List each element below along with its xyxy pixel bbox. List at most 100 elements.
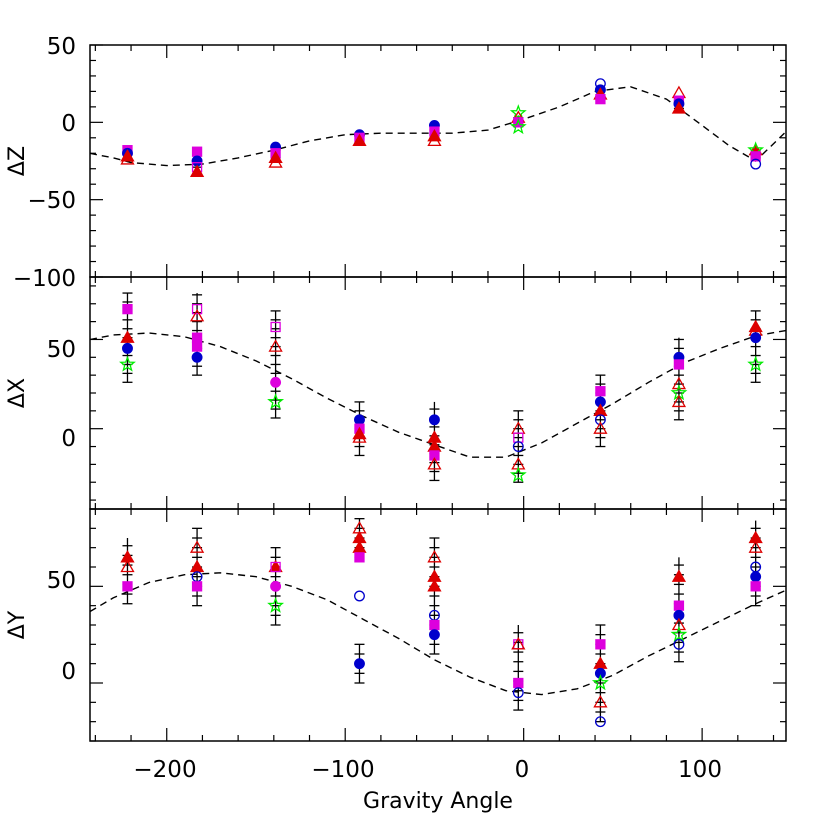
marker-open-triangle — [427, 457, 442, 470]
marker-open-circle — [512, 687, 524, 699]
panel-dx: 50 0 ΔX — [5, 276, 787, 510]
marker-filled-triangle — [593, 656, 608, 669]
marker-filled-square — [595, 386, 606, 397]
marker-open-circle — [673, 638, 685, 650]
marker-open-triangle — [748, 540, 763, 553]
marker-filled-circle — [594, 667, 606, 679]
marker-filled-triangle — [593, 403, 608, 416]
panel-dz: 50 0 −50 −100 ΔZ — [5, 34, 787, 292]
marker-open-triangle — [671, 376, 687, 390]
ytick-label: 0 — [61, 426, 76, 452]
marker-open-star — [267, 393, 285, 410]
marker-open-triangle — [511, 637, 526, 650]
marker-filled-square — [595, 93, 606, 105]
marker-open-square — [270, 321, 281, 333]
marker-filled-square — [191, 581, 203, 592]
panel-dz-ylabel: ΔZ — [5, 146, 30, 176]
ytick-label: 50 — [47, 568, 76, 594]
x-axis-title: Gravity Angle — [363, 789, 513, 814]
marker-open-circle — [512, 441, 524, 452]
marker-filled-triangle — [352, 133, 367, 147]
marker-open-square — [191, 303, 203, 315]
xtick-label: 0 — [515, 757, 530, 783]
marker-open-circle — [594, 414, 606, 426]
marker-filled-square — [513, 677, 524, 689]
panel-dy: 50 0 ΔY — [5, 508, 787, 742]
marker-filled-square — [429, 450, 440, 461]
marker-open-star — [747, 355, 765, 372]
ytick-label: 50 — [47, 34, 76, 60]
marker-open-circle — [354, 590, 365, 602]
panel-dx-error-bars — [122, 292, 761, 483]
panel-dx-ticks — [90, 277, 786, 509]
marker-open-star — [670, 625, 688, 642]
panel-dy-error-bars — [122, 518, 761, 723]
marker-filled-triangle — [352, 540, 367, 553]
marker-filled-circle — [750, 332, 762, 344]
xtick-labels: −200 −100 0 100 — [133, 757, 722, 783]
ytick-label: 50 — [47, 337, 76, 363]
panel-dz-ytick-labels: 50 0 −50 −100 — [13, 34, 76, 292]
panel-dy-points — [120, 521, 763, 728]
marker-open-triangle — [427, 550, 442, 563]
marker-filled-circle — [270, 376, 282, 388]
ytick-label: −100 — [13, 266, 76, 292]
marker-open-star — [119, 355, 136, 372]
marker-filled-square — [513, 117, 524, 128]
marker-filled-triangle — [748, 319, 763, 333]
marker-filled-square — [673, 359, 685, 370]
marker-open-triangle — [671, 394, 687, 408]
marker-filled-square — [354, 552, 365, 563]
marker-open-star — [509, 118, 527, 135]
marker-filled-circle — [750, 571, 762, 583]
marker-open-triangle — [268, 339, 283, 352]
panel-dx-ylabel: ΔX — [5, 378, 30, 408]
marker-filled-triangle — [120, 330, 135, 343]
panel-dy-ylabel: ΔY — [5, 610, 30, 639]
marker-filled-square — [673, 600, 685, 611]
marker-filled-square — [429, 619, 440, 631]
marker-filled-square — [750, 151, 761, 162]
marker-open-triangle — [352, 430, 367, 443]
panel-dz-ticks — [90, 44, 786, 278]
ytick-label: 0 — [61, 659, 76, 685]
marker-open-triangle — [268, 155, 283, 168]
marker-filled-square — [191, 341, 203, 352]
marker-open-triangle — [189, 540, 205, 553]
marker-open-star — [509, 466, 527, 483]
marker-filled-circle — [191, 155, 203, 167]
fit-curve — [89, 329, 787, 458]
marker-filled-circle — [354, 414, 365, 426]
marker-filled-triangle — [671, 101, 687, 114]
marker-filled-square — [191, 146, 203, 157]
marker-filled-square — [122, 581, 133, 592]
marker-filled-square — [122, 303, 133, 315]
marker-open-circle — [750, 158, 762, 170]
marker-open-circle — [594, 716, 606, 728]
ytick-label: 0 — [61, 111, 76, 137]
marker-filled-circle — [191, 351, 203, 363]
marker-filled-circle — [428, 629, 440, 641]
marker-open-triangle — [120, 152, 135, 165]
marker-filled-square — [191, 332, 203, 343]
marker-filled-square — [750, 581, 761, 592]
marker-open-star — [267, 596, 285, 613]
ytick-label: −50 — [27, 188, 76, 214]
marker-filled-circle — [428, 414, 440, 426]
marker-open-star — [591, 674, 609, 691]
marker-filled-circle — [122, 342, 133, 354]
marker-open-triangle — [427, 133, 442, 147]
marker-filled-triangle — [189, 559, 205, 573]
marker-open-triangle — [189, 308, 205, 322]
panel-dx-fit-curve — [89, 329, 787, 458]
xtick-label: 100 — [678, 757, 722, 783]
panel-dy-ticks — [90, 508, 786, 742]
xtick-label: −100 — [311, 757, 374, 783]
marker-filled-triangle — [189, 164, 205, 177]
marker-open-triangle — [593, 695, 608, 708]
marker-open-triangle — [120, 559, 135, 573]
marker-open-square — [270, 561, 281, 573]
marker-filled-triangle — [671, 569, 687, 582]
xtick-label: −200 — [133, 757, 196, 783]
